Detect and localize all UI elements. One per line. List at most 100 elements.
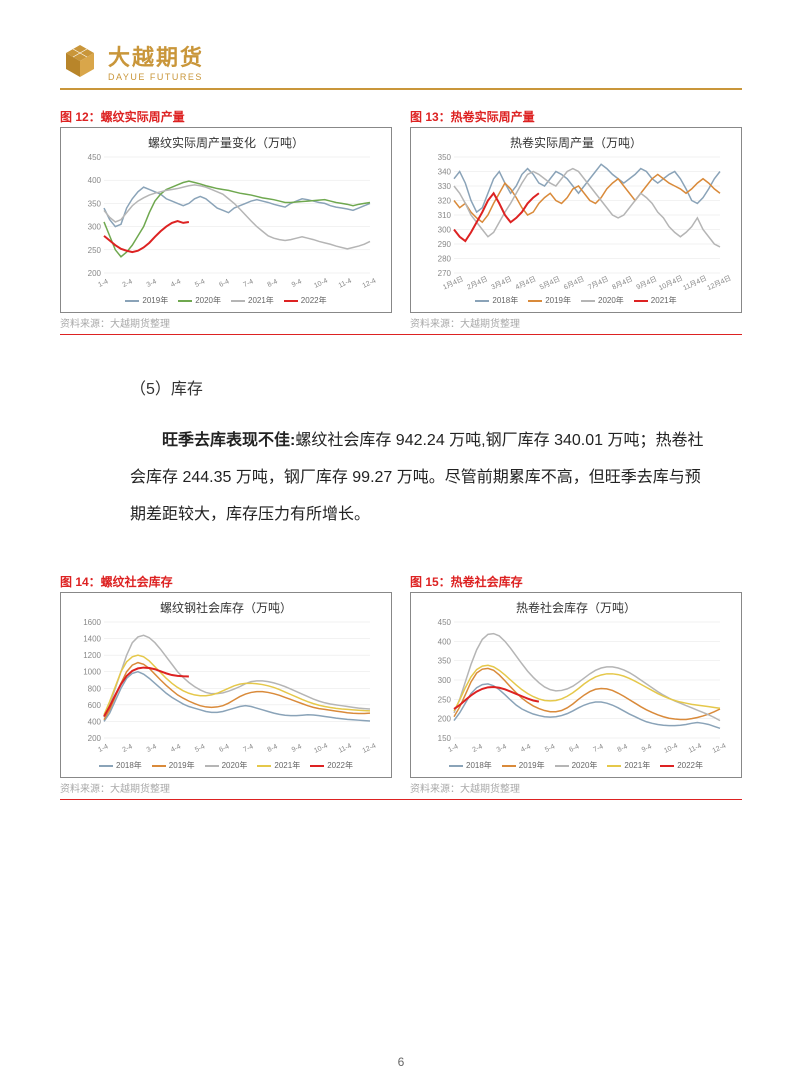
page-number: 6 [0,1055,802,1069]
chart-label: 图 13：热卷实际周产量 [410,108,742,125]
svg-text:8-4: 8-4 [267,744,279,755]
svg-text:8-4: 8-4 [617,744,629,755]
svg-text:5-4: 5-4 [544,744,556,755]
logo-text: 大越期货 DAYUE FUTURES [108,40,204,82]
chart-label: 图 15：热卷社会库存 [410,573,742,590]
svg-text:1000: 1000 [83,668,101,677]
svg-text:400: 400 [88,176,102,185]
svg-text:1-4: 1-4 [447,744,459,755]
body-paragraph: 旺季去库表现不佳:螺纹社会库存 942.24 万吨,钢厂库存 340.01 万吨… [130,423,712,533]
chart-label: 图 12：螺纹实际周产量 [60,108,392,125]
svg-text:10-4: 10-4 [313,743,329,755]
chart-13: 图 13：热卷实际周产量 热卷实际周产量（万吨） 270280290300310… [410,108,742,330]
svg-text:12-4: 12-4 [712,743,728,755]
svg-text:9月4日: 9月4日 [635,275,658,291]
svg-text:250: 250 [88,246,102,255]
header-divider [60,88,742,90]
chart-box: 热卷社会库存（万吨） 1502002503003504004501-42-43-… [410,592,742,778]
svg-text:9-4: 9-4 [641,744,653,755]
chart-title: 热卷实际周产量（万吨） [417,134,735,151]
svg-text:12-4: 12-4 [362,277,378,289]
svg-text:10月4日: 10月4日 [657,274,684,292]
svg-text:350: 350 [438,153,452,162]
svg-text:12月4日: 12月4日 [706,274,733,292]
svg-text:3-4: 3-4 [496,744,508,755]
svg-text:150: 150 [438,734,452,743]
svg-text:300: 300 [88,223,102,232]
cube-icon [60,41,100,81]
svg-text:2-4: 2-4 [471,744,483,755]
svg-text:3月4日: 3月4日 [490,275,513,291]
chart-15: 图 15：热卷社会库存 热卷社会库存（万吨） 15020025030035040… [410,573,742,795]
svg-text:4-4: 4-4 [170,744,182,755]
chart-source: 资料来源：大越期货整理 [60,315,392,330]
section-label: （5）库存 [130,375,742,399]
svg-text:270: 270 [438,269,452,278]
chart-box: 螺纹实际周产量变化（万吨） 200 250 300 350 400 450 1-4 2-4 3-… [60,127,392,313]
svg-text:11-4: 11-4 [688,743,703,755]
chart-title: 螺纹钢社会库存（万吨） [67,599,385,616]
svg-text:11月4日: 11月4日 [682,274,708,292]
svg-text:300: 300 [438,676,452,685]
body-lead: 旺季去库表现不佳: [162,432,295,449]
svg-text:250: 250 [438,696,452,705]
svg-text:350: 350 [88,199,102,208]
svg-text:2-4: 2-4 [121,744,133,755]
svg-text:6-4: 6-4 [218,278,230,289]
svg-text:11-4: 11-4 [338,278,353,290]
svg-text:9-4: 9-4 [291,744,303,755]
chart-legend: 2018年2019年2020年2021年2022年 [67,760,385,771]
svg-text:280: 280 [438,255,452,264]
chart-label: 图 14：螺纹社会库存 [60,573,392,590]
svg-text:5月4日: 5月4日 [538,275,561,291]
chart-box: 热卷实际周产量（万吨） 2702802903003103203303403501… [410,127,742,313]
header: 大越期货 DAYUE FUTURES [60,40,742,82]
chart-svg-c14: 20040060080010001200140016001-42-43-44-4… [67,618,385,758]
logo-cn: 大越期货 [108,40,204,72]
chart-12: 图 12：螺纹实际周产量 螺纹实际周产量变化（万吨） 200 250 300 350 4… [60,108,392,330]
svg-text:290: 290 [438,240,452,249]
svg-text:12-4: 12-4 [362,743,378,755]
svg-text:4-4: 4-4 [520,744,532,755]
chart-row-2: 图 14：螺纹社会库存 螺纹钢社会库存（万吨） 2004006008001000… [60,573,742,795]
svg-text:7-4: 7-4 [592,744,604,755]
svg-text:2-4: 2-4 [121,278,133,289]
svg-text:3-4: 3-4 [146,278,158,289]
svg-text:1-4: 1-4 [97,744,109,755]
chart-svg-c12: 2002503003504004501-42-43-44-45-46-47-48… [67,153,385,293]
svg-text:400: 400 [88,718,102,727]
chart-title: 螺纹实际周产量变化（万吨） [67,134,385,151]
svg-text:400: 400 [438,638,452,647]
svg-text:2月4日: 2月4日 [466,275,489,291]
svg-text:5-4: 5-4 [194,744,206,755]
svg-text:350: 350 [438,657,452,666]
svg-text:600: 600 [88,701,102,710]
chart-legend: 2019年2020年2021年2022年 [67,295,385,306]
svg-text:320: 320 [438,197,452,206]
chart-svg-c15: 1502002503003504004501-42-43-44-45-46-47… [417,618,735,758]
svg-text:300: 300 [438,226,452,235]
chart-title: 热卷社会库存（万吨） [417,599,735,616]
chart-source: 资料来源：大越期货整理 [410,780,742,795]
svg-text:1400: 1400 [83,635,101,644]
chart-source: 资料来源：大越期货整理 [410,315,742,330]
svg-text:330: 330 [438,182,452,191]
logo-en: DAYUE FUTURES [108,72,204,82]
svg-text:340: 340 [438,168,452,177]
svg-text:450: 450 [88,153,102,162]
svg-text:1-4: 1-4 [97,278,109,289]
svg-text:11-4: 11-4 [338,743,353,755]
svg-text:8月4日: 8月4日 [611,275,634,291]
svg-text:450: 450 [438,618,452,627]
svg-text:7月4日: 7月4日 [587,275,610,291]
chart-legend: 2018年2019年2020年2021年2022年 [417,760,735,771]
svg-text:200: 200 [88,269,102,278]
svg-text:6-4: 6-4 [218,744,230,755]
svg-text:4-4: 4-4 [170,278,182,289]
chart-svg-c13: 2702802903003103203303403501月4日2月4日3月4日4… [417,153,735,293]
chart-source: 资料来源：大越期货整理 [60,780,392,795]
svg-text:10-4: 10-4 [663,743,679,755]
red-divider [60,799,742,800]
svg-text:800: 800 [88,685,102,694]
chart-box: 螺纹钢社会库存（万吨） 2004006008001000120014001600… [60,592,392,778]
